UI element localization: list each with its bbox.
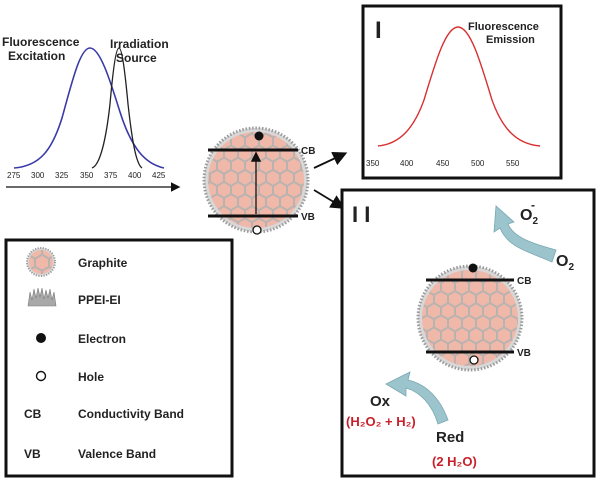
arrow-to-emission xyxy=(313,152,348,169)
electron-icon xyxy=(254,131,264,141)
excitation-plot: Fluorescence Excitation Irradiation Sour… xyxy=(2,35,181,192)
excitation-label-line1: Fluorescence xyxy=(2,35,80,49)
excitation-tick: 350 xyxy=(80,171,94,180)
cb-label: CB xyxy=(517,276,531,287)
red-products: (2 H₂O) xyxy=(432,454,477,469)
legend-item-ppei: PPEI-EI xyxy=(27,287,121,307)
legend-item-vb: VB Valence Band xyxy=(24,447,156,461)
excitation-tick: 425 xyxy=(152,171,166,180)
emission-panel-frame xyxy=(361,4,563,180)
legend-symbol: CB xyxy=(24,407,42,421)
legend-label: Electron xyxy=(78,332,126,346)
excitation-label-line2: Excitation xyxy=(8,49,65,63)
vb-label: VB xyxy=(301,212,315,223)
emission-title-line2: Emission xyxy=(486,34,535,46)
emission-panel-label: I xyxy=(375,17,382,44)
ppei-icon xyxy=(27,287,57,307)
legend-label: Hole xyxy=(78,370,104,384)
legend-item-hole: Hole xyxy=(35,370,104,384)
emission-panel: I Fluorescence Emission 350 400 450 500 … xyxy=(361,4,563,180)
legend-label: PPEI-EI xyxy=(78,293,121,307)
electron-icon xyxy=(36,333,46,343)
legend-item-cb: CB Conductivity Band xyxy=(24,407,184,421)
legend-symbol: VB xyxy=(24,447,41,461)
source-curve xyxy=(91,47,143,169)
hole-icon xyxy=(35,370,47,382)
legend-item-electron: Electron xyxy=(36,332,126,346)
excitation-curve xyxy=(13,47,165,169)
hole-icon xyxy=(469,355,479,365)
oxygen-label: O2 xyxy=(556,253,574,273)
excitation-tick: 400 xyxy=(128,171,142,180)
excitation-tick: 325 xyxy=(55,171,69,180)
electron-icon xyxy=(468,263,478,273)
source-label-line1: Irradiation xyxy=(110,37,169,51)
emission-title-line1: Fluorescence xyxy=(468,21,539,33)
legend-label: Valence Band xyxy=(78,447,156,461)
vb-label: VB xyxy=(517,348,531,359)
ox-products: (H₂O₂ + H₂) xyxy=(346,414,416,429)
legend-label: Conductivity Band xyxy=(78,407,184,421)
cb-label: CB xyxy=(301,146,315,157)
emission-tick: 450 xyxy=(436,159,450,168)
ox-label: Ox xyxy=(370,393,391,410)
arrow-to-redox xyxy=(313,189,346,209)
oxygen-reduction-arrow xyxy=(493,205,557,263)
excitation-tick: 300 xyxy=(31,171,45,180)
excitation-tick: 375 xyxy=(104,171,118,180)
emission-ticks: 350 400 450 500 550 xyxy=(366,159,520,168)
redox-panel-label: I I xyxy=(352,202,370,227)
superoxide-label: O2- xyxy=(520,198,538,227)
emission-tick: 350 xyxy=(366,159,380,168)
excitation-tick: 275 xyxy=(7,171,21,180)
water-oxidation-arrow xyxy=(385,371,449,425)
legend-item-graphite: Graphite xyxy=(26,247,128,277)
redox-panel: I I O2- O2 CB VB Ox (H₂O₂ + H₂) Red (2 H… xyxy=(340,188,596,478)
source-label-line2: Source xyxy=(116,51,157,65)
excitation-ticks: 275 300 325 350 375 400 425 xyxy=(7,171,166,180)
emission-tick: 500 xyxy=(471,159,485,168)
emission-curve xyxy=(377,26,541,147)
emission-tick: 550 xyxy=(506,159,520,168)
hole-icon xyxy=(252,225,262,235)
emission-tick: 400 xyxy=(400,159,414,168)
red-label: Red xyxy=(436,429,464,446)
legend-frame xyxy=(4,238,234,478)
quantum-dot-center: CB VB xyxy=(202,126,315,235)
legend-label: Graphite xyxy=(78,256,128,270)
legend: Graphite PPEI-EI Electron Hole CB Conduc… xyxy=(4,238,234,478)
